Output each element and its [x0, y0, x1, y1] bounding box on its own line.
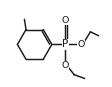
Text: O: O — [61, 16, 68, 25]
Text: O: O — [76, 40, 84, 49]
Text: O: O — [61, 61, 68, 70]
Text: P: P — [62, 39, 68, 49]
